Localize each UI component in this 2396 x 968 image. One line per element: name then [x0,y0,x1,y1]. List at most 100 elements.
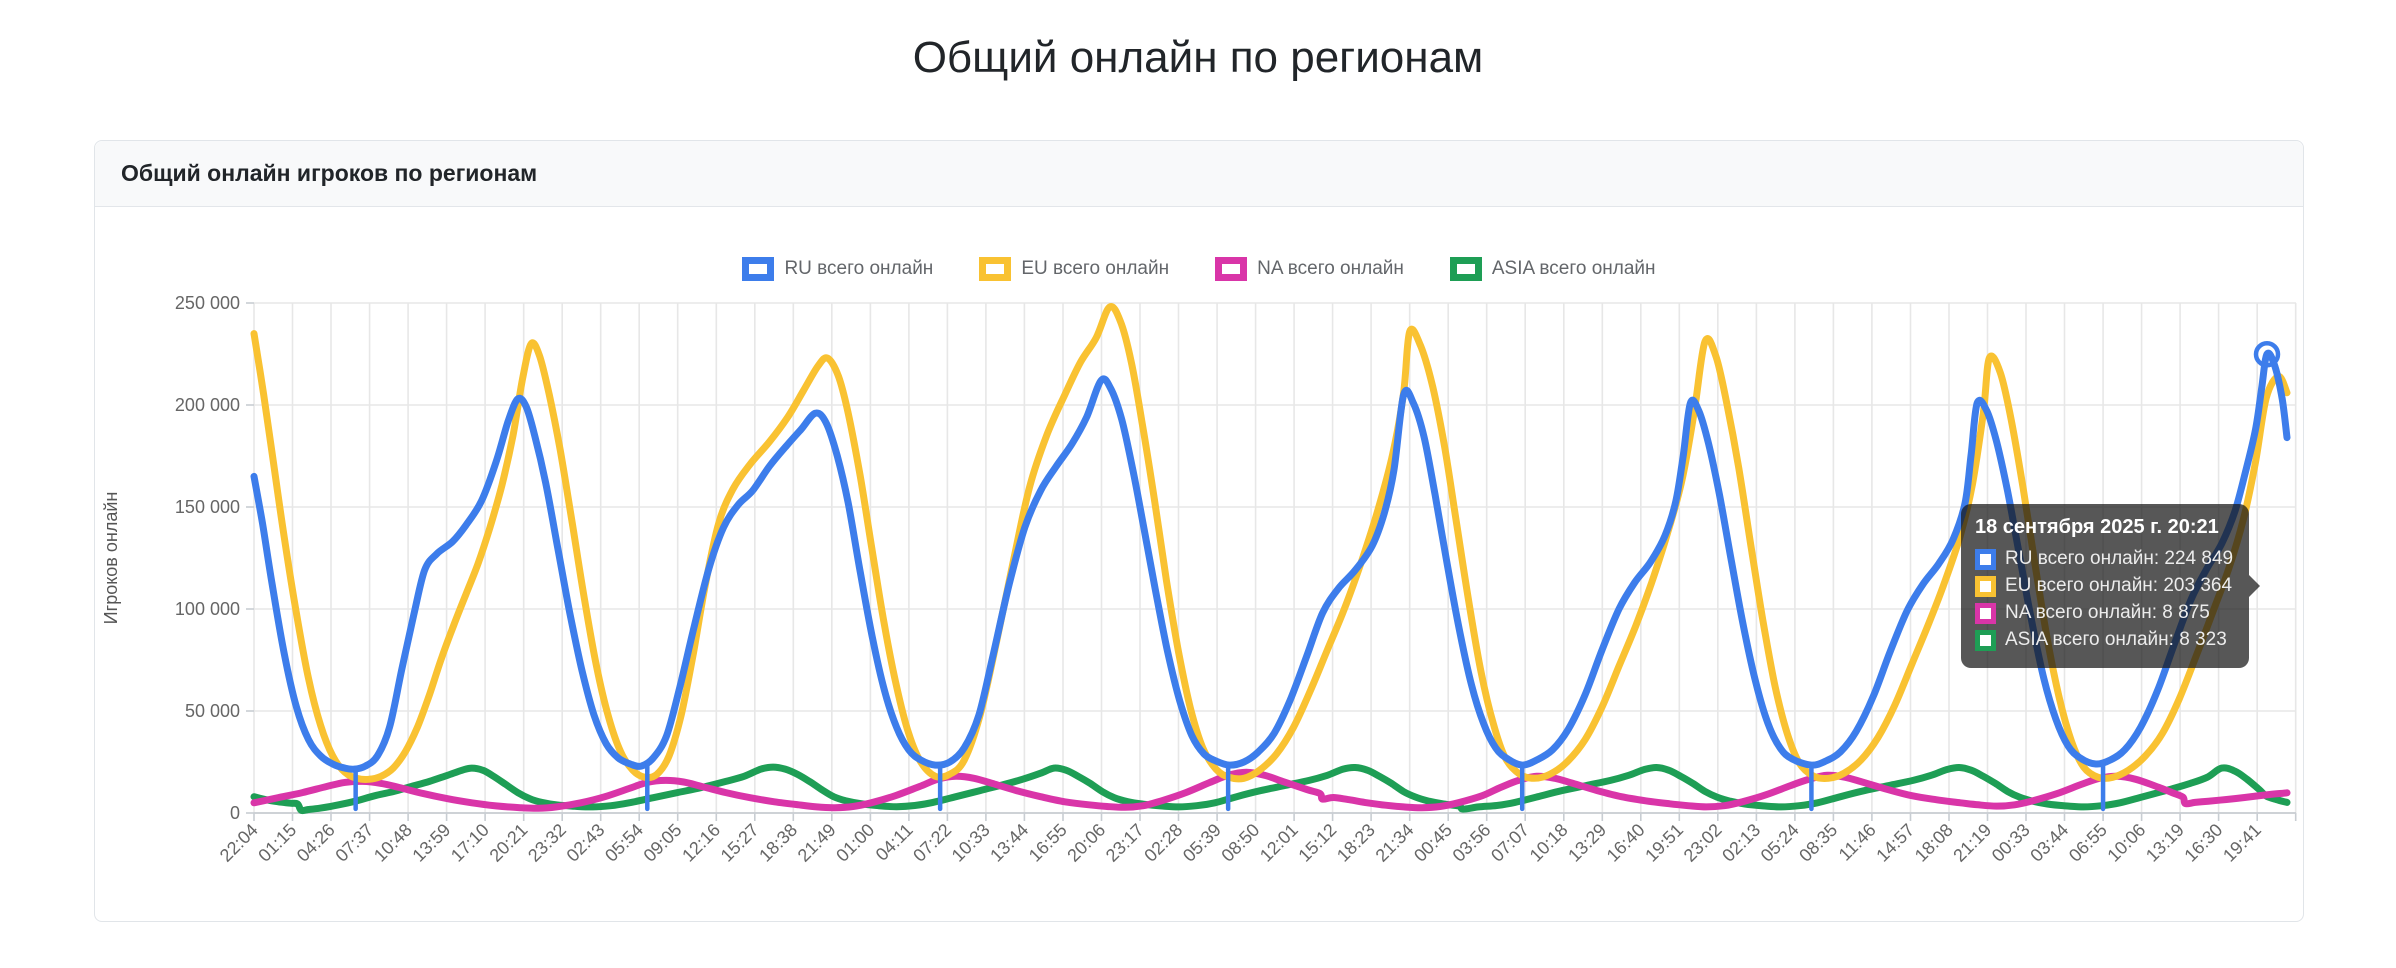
series-line-NA [250,768,2291,812]
svg-text:02:28: 02:28 [1140,820,1186,866]
chart-area: RU всего онлайн EU всего онлайн NA всего… [95,207,2303,921]
chart-card: Общий онлайн игроков по регионам RU всег… [94,140,2304,922]
svg-text:10:06: 10:06 [2103,820,2149,866]
tooltip-swatch-asia [1975,629,1996,651]
svg-text:12:16: 12:16 [678,820,724,866]
svg-text:10:48: 10:48 [370,820,416,866]
tooltip-title: 18 сентября 2025 г. 20:21 [1975,516,2219,538]
tooltip-row-asia: ASIA всего онлайн: 8 323 [1975,629,2235,651]
svg-text:06:55: 06:55 [2065,820,2111,866]
tooltip-swatch-eu [1975,575,1996,597]
svg-text:10:18: 10:18 [1526,820,1572,866]
svg-text:250 000: 250 000 [175,293,240,313]
svg-text:01:00: 01:00 [832,820,878,866]
svg-text:150 000: 150 000 [175,497,240,517]
hovered-point-marker[interactable] [2253,341,2281,368]
svg-text:15:27: 15:27 [717,820,763,866]
legend-label-ru: RU всего онлайн [784,258,934,279]
svg-text:07:22: 07:22 [909,820,955,866]
svg-text:08:50: 08:50 [1217,820,1263,866]
svg-text:07:07: 07:07 [1487,820,1533,866]
svg-text:20:06: 20:06 [1063,820,1109,866]
svg-text:02:43: 02:43 [563,820,609,866]
legend-swatch-asia [1449,257,1482,281]
svg-text:13:44: 13:44 [986,820,1032,866]
legend-item-ru[interactable]: RU всего онлайн [742,257,933,281]
svg-text:00:45: 00:45 [1410,820,1456,866]
svg-text:13:19: 13:19 [2142,820,2188,866]
svg-text:21:34: 21:34 [1372,820,1418,866]
y-axis-title: Игроков онлайн [101,492,121,625]
tooltip-row-ru: RU всего онлайн: 224 849 [1975,548,2235,570]
svg-text:03:44: 03:44 [2026,820,2072,866]
svg-text:21:19: 21:19 [1949,820,1995,866]
svg-text:12:01: 12:01 [1256,820,1302,866]
svg-text:0: 0 [230,803,240,823]
svg-text:05:24: 05:24 [1757,820,1803,866]
legend-swatch-ru [742,257,775,281]
svg-text:18:23: 18:23 [1333,820,1379,866]
x-axis-labels: 22:0401:1504:2607:3710:4813:5917:1020:21… [216,820,2265,866]
svg-text:19:51: 19:51 [1641,820,1687,866]
svg-text:16:55: 16:55 [1025,820,1071,866]
svg-text:01:15: 01:15 [254,820,300,866]
svg-text:11:46: 11:46 [1835,820,1880,865]
svg-text:15:12: 15:12 [1294,820,1340,866]
svg-text:22:04: 22:04 [216,820,262,866]
legend-item-na[interactable]: NA всего онлайн [1215,257,1404,281]
svg-text:50 000: 50 000 [185,701,240,721]
svg-text:100 000: 100 000 [175,599,240,619]
tooltip-row-na: NA всего онлайн: 8 875 [1975,602,2235,624]
svg-text:21:49: 21:49 [794,820,840,866]
chart-legend: RU всего онлайн EU всего онлайн NA всего… [95,257,2303,281]
page-title: Общий онлайн по регионам [912,33,1484,82]
gridlines [246,302,2297,821]
svg-text:23:32: 23:32 [524,820,570,866]
svg-text:04:11: 04:11 [872,820,917,865]
legend-item-eu[interactable]: EU всего онлайн [979,257,1169,281]
svg-text:13:59: 13:59 [408,820,454,866]
svg-text:03:56: 03:56 [1449,820,1495,866]
svg-text:23:17: 23:17 [1102,820,1148,866]
svg-text:04:26: 04:26 [293,820,339,866]
series-line-EU [250,303,2291,783]
svg-text:05:39: 05:39 [1179,820,1225,866]
tooltip-caret [2249,575,2260,597]
series-line-ASIA [250,763,2291,815]
svg-text:05:54: 05:54 [601,820,647,866]
legend-item-asia[interactable]: ASIA всего онлайн [1449,257,1656,281]
card-header: Общий онлайн игроков по регионам [95,141,2303,207]
svg-text:23:02: 23:02 [1680,820,1726,866]
svg-text:08:35: 08:35 [1795,820,1841,866]
legend-label-asia: ASIA всего онлайн [1491,258,1656,279]
tooltip-text-na: NA всего онлайн: 8 875 [2005,602,2210,623]
svg-text:17:10: 17:10 [447,820,493,866]
legend-label-eu: EU всего онлайн [1021,258,1170,279]
svg-text:18:08: 18:08 [1911,820,1957,866]
svg-text:18:38: 18:38 [755,820,801,866]
online-by-region-line-chart[interactable]: 0 50 000 100 000 150 000 200 000 250 000 Игрок… [95,207,2303,921]
svg-text:19:41: 19:41 [2219,820,2265,866]
svg-text:200 000: 200 000 [175,395,240,415]
svg-text:00:33: 00:33 [1988,820,2034,866]
tooltip-text-asia: ASIA всего онлайн: 8 323 [2005,629,2227,650]
y-axis-labels: 0 50 000 100 000 150 000 200 000 250 000 [175,293,240,823]
tooltip-swatch-ru [1975,548,1996,570]
svg-text:16:40: 16:40 [1603,820,1649,866]
svg-text:09:05: 09:05 [640,820,686,866]
tooltip-text-eu: EU всего онлайн: 203 364 [2005,575,2233,596]
legend-swatch-eu [979,257,1012,281]
svg-text:07:37: 07:37 [331,820,377,866]
legend-swatch-na [1215,257,1248,281]
svg-text:16:30: 16:30 [2180,820,2226,866]
svg-text:13:29: 13:29 [1564,820,1610,866]
svg-text:02:13: 02:13 [1718,820,1764,866]
series-line-RU [250,349,2291,773]
tooltip-text-ru: RU всего онлайн: 224 849 [2005,548,2234,569]
chart-tooltip: 18 сентября 2025 г. 20:21 RU всего онлай… [1961,504,2260,668]
legend-label-na: NA всего онлайн [1257,258,1404,279]
svg-text:20:21: 20:21 [486,820,532,866]
tooltip-swatch-na [1975,602,1996,624]
tooltip-row-eu: EU всего онлайн: 203 364 [1975,575,2235,597]
svg-text:14:57: 14:57 [1872,820,1918,866]
